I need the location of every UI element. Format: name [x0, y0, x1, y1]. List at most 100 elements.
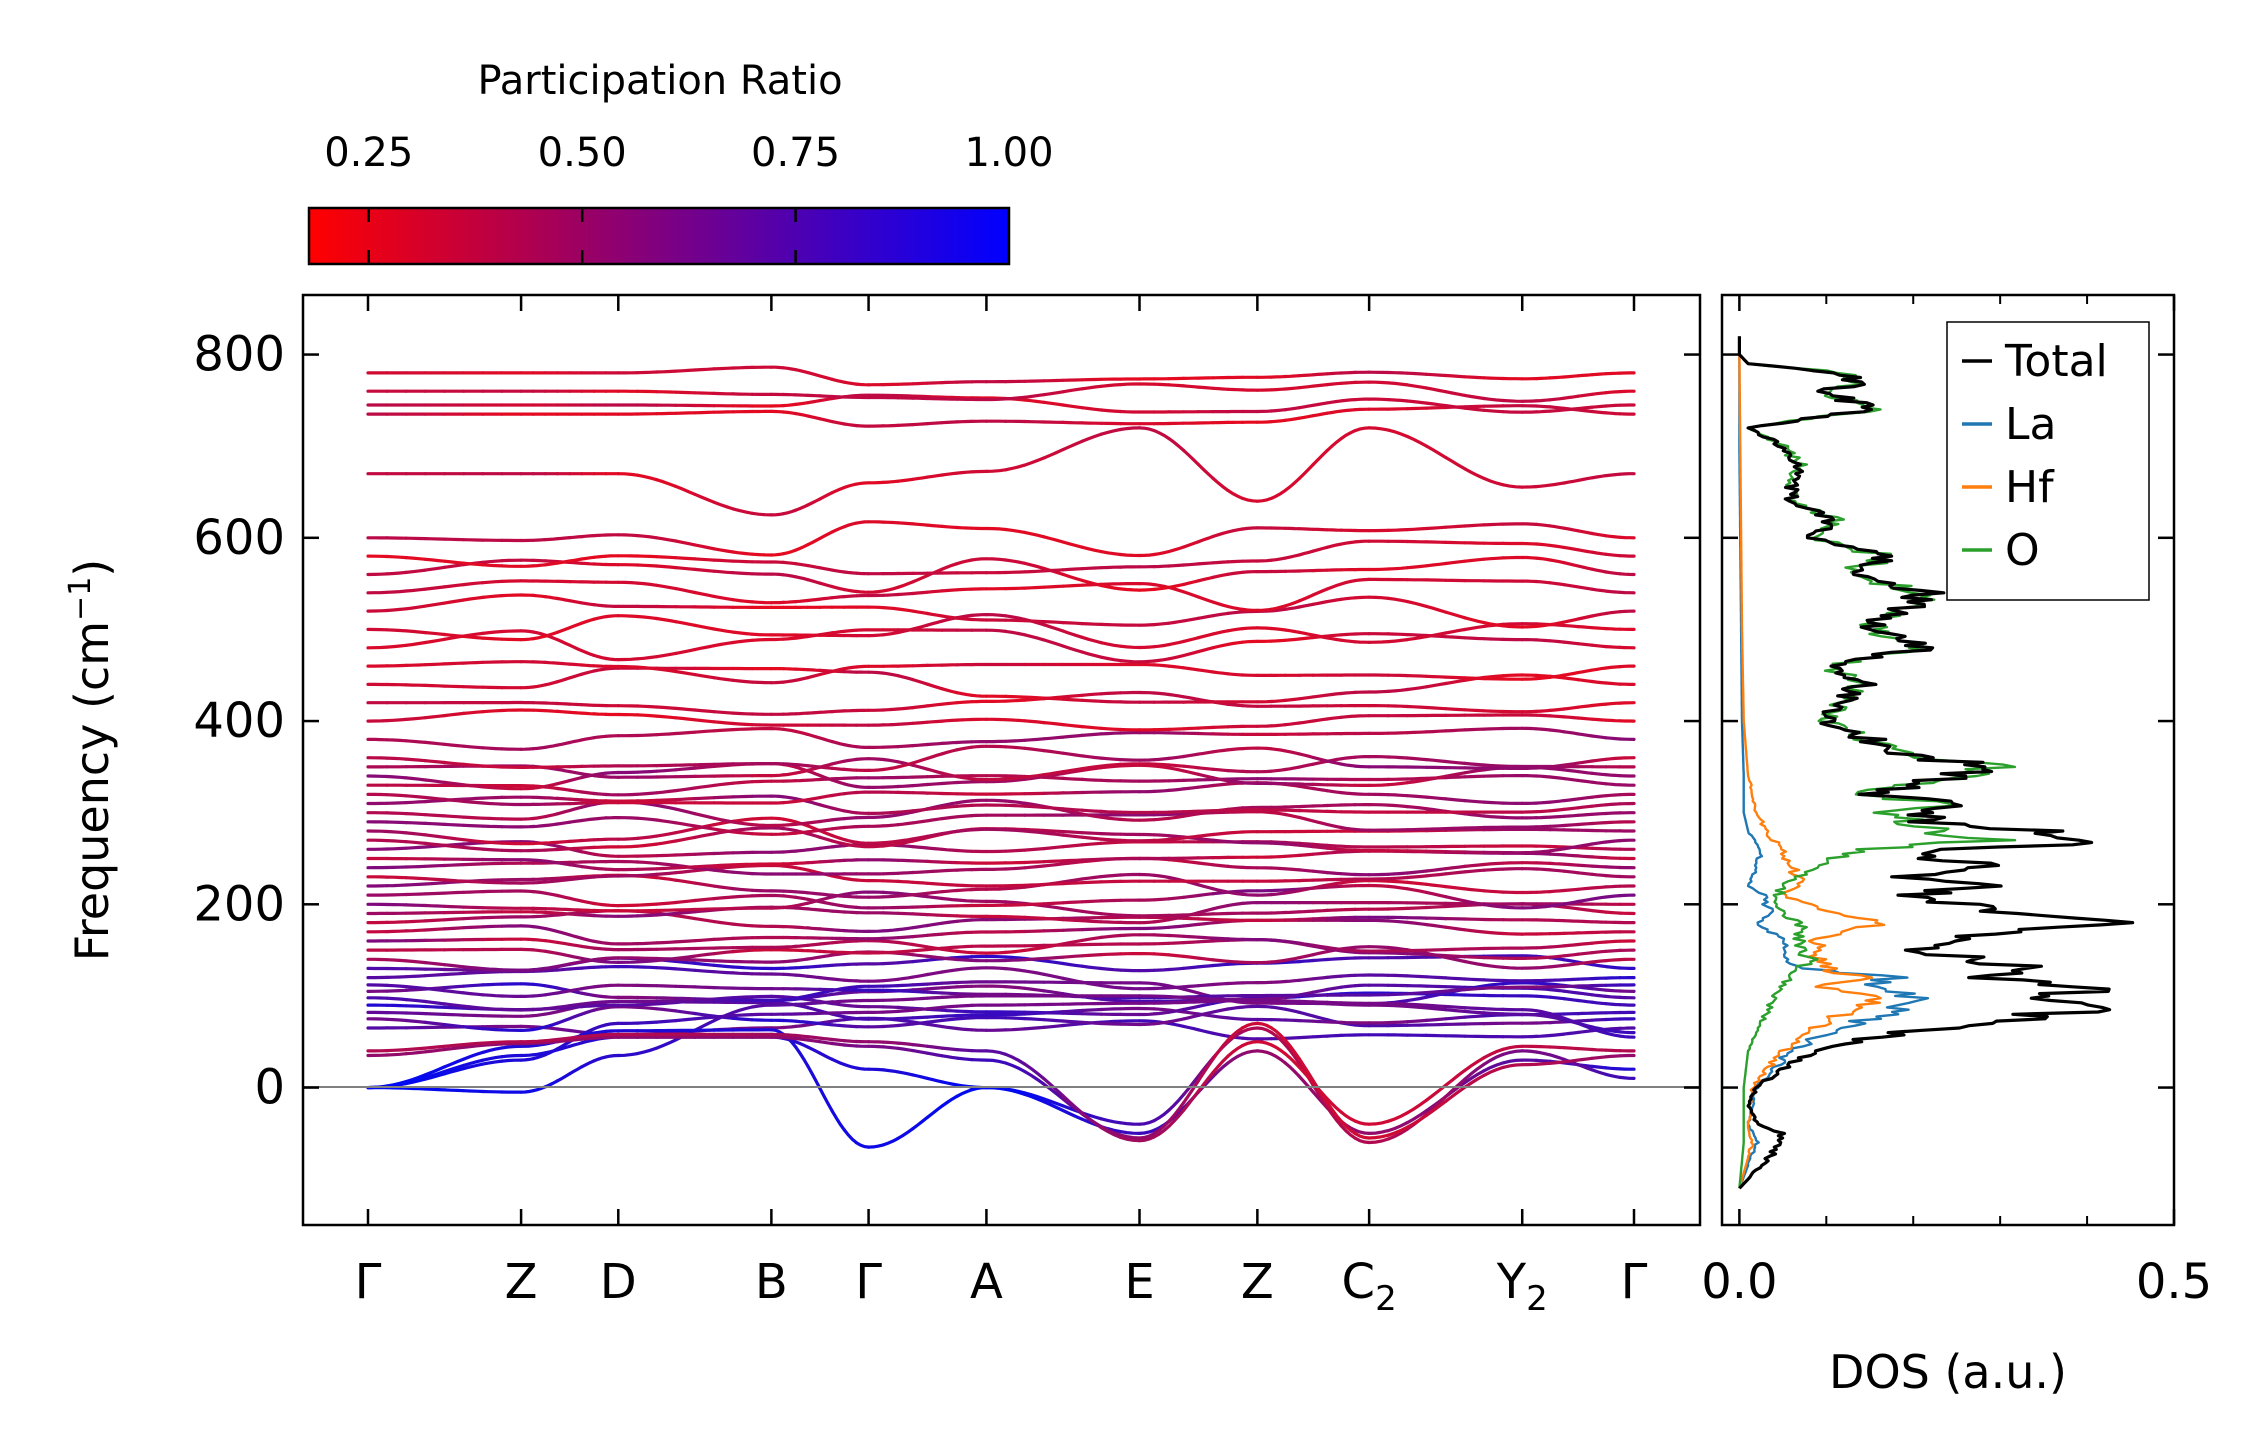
band-segment — [1405, 1018, 1429, 1024]
band-segment — [794, 948, 810, 953]
band-segment — [1182, 785, 1200, 791]
band-segment — [1444, 678, 1467, 686]
band-segment — [1562, 962, 1580, 967]
band-segment — [404, 800, 427, 805]
band-segment — [462, 1025, 485, 1031]
band-segment — [655, 705, 678, 710]
band-segment — [1196, 561, 1215, 566]
band-segment — [1501, 673, 1524, 678]
band-segment — [1226, 959, 1245, 964]
band-segment — [1548, 375, 1566, 380]
band-segment — [635, 769, 659, 774]
band-segment — [1269, 488, 1287, 500]
band-segment — [1152, 925, 1171, 930]
band-segment — [693, 958, 716, 963]
band-segment — [842, 876, 858, 882]
band-segment — [1424, 525, 1448, 531]
band-segment — [1590, 1068, 1608, 1076]
band-segment — [616, 792, 639, 797]
band-segment — [568, 1002, 584, 1008]
band-segment — [1576, 863, 1594, 868]
band-segment — [781, 600, 798, 604]
band-segment — [1297, 384, 1315, 390]
band-segment — [1226, 830, 1245, 835]
band-segment — [1196, 883, 1215, 891]
band-segment — [1099, 427, 1122, 436]
band-segment — [1386, 1003, 1409, 1008]
band-segment — [830, 595, 846, 600]
band-segment — [1534, 409, 1552, 414]
band-segment — [1061, 877, 1084, 884]
band-segment — [896, 858, 915, 863]
band-segment — [1311, 1000, 1329, 1004]
band-segment — [1196, 861, 1215, 867]
band-segment — [1255, 1049, 1273, 1056]
optical-band — [366, 890, 1636, 918]
band-segment — [1042, 1018, 1065, 1023]
band-segment — [1061, 938, 1084, 946]
band-segment — [830, 950, 846, 955]
band-segment — [1386, 1111, 1409, 1123]
kpoint-label: D — [600, 1254, 637, 1310]
band-segment — [1604, 958, 1622, 963]
band-segment — [1424, 904, 1448, 910]
band-segment — [940, 1008, 959, 1013]
band-segment — [1182, 916, 1200, 921]
band-segment — [592, 554, 608, 559]
band-segment — [984, 887, 1008, 891]
band-segment — [781, 827, 798, 833]
band-segment — [655, 667, 678, 674]
optical-band — [366, 628, 1636, 664]
band-segment — [1482, 985, 1505, 990]
optical-band — [366, 856, 1636, 877]
band-segment — [1118, 762, 1142, 766]
band-segment — [1548, 988, 1566, 993]
band-segment — [830, 833, 846, 842]
band-segment — [925, 890, 944, 895]
band-segment — [1590, 474, 1608, 480]
band-segment — [896, 1041, 915, 1047]
band-segment — [1023, 902, 1046, 907]
band-segment — [842, 894, 858, 899]
band-segment — [674, 706, 697, 712]
band-segment — [781, 849, 798, 854]
band-segment — [674, 821, 697, 828]
band-segment — [1211, 629, 1230, 636]
band-segment — [1424, 991, 1448, 999]
band-segment — [1196, 772, 1215, 780]
band-segment — [940, 1025, 959, 1031]
band-segment — [940, 985, 959, 990]
band-segment — [1562, 822, 1580, 828]
band-segment — [1444, 635, 1467, 640]
band-segment — [806, 672, 822, 680]
band-segment — [1604, 1017, 1622, 1022]
band-segment — [1548, 995, 1566, 1001]
optical-band — [366, 883, 1636, 910]
band-segment — [1080, 899, 1103, 904]
band-segment — [1042, 882, 1065, 887]
band-segment — [970, 1028, 988, 1032]
band-segment — [519, 968, 535, 972]
band-segment — [794, 575, 810, 582]
band-segment — [1226, 1005, 1245, 1011]
band-segment — [481, 1089, 504, 1094]
band-segment — [1367, 689, 1390, 694]
band-segment — [1196, 892, 1215, 898]
band-segment — [1211, 1031, 1230, 1038]
band-segment — [1339, 690, 1357, 696]
band-segment — [592, 874, 608, 879]
band-segment — [940, 847, 959, 853]
band-segment — [940, 740, 959, 745]
band-segment — [481, 880, 504, 885]
band-segment — [1405, 805, 1429, 811]
band-segment — [1576, 408, 1594, 414]
band-segment — [580, 736, 596, 742]
band-segment — [1152, 643, 1171, 649]
band-segment — [911, 720, 930, 725]
band-segment — [568, 1065, 584, 1076]
optical-band — [366, 708, 1636, 732]
band-segment — [1023, 633, 1046, 642]
band-segment — [531, 1039, 547, 1044]
band-segment — [568, 621, 584, 630]
band-segment — [984, 468, 1008, 473]
